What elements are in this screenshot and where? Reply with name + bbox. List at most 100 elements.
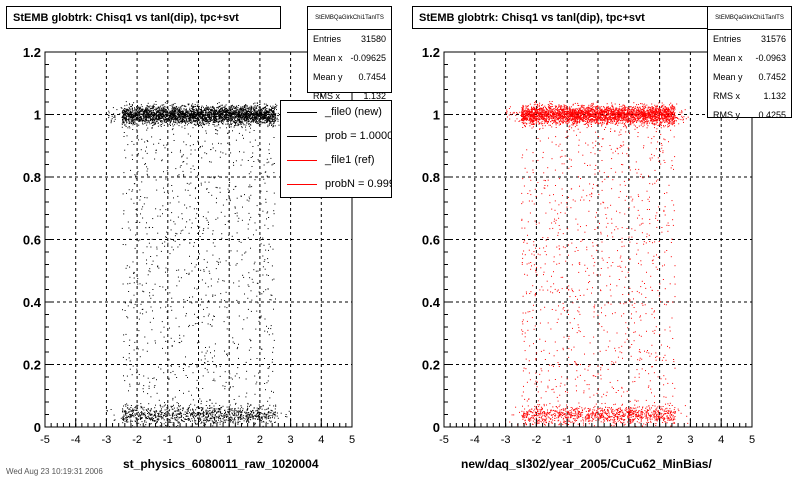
scatter-point: [188, 112, 190, 113]
scatter-point: [253, 117, 255, 119]
scatter-point: [278, 124, 280, 126]
scatter-point: [219, 120, 221, 122]
scatter-point: [270, 294, 272, 296]
scatter-point: [131, 105, 133, 107]
scatter-point: [144, 163, 146, 165]
scatter-point: [179, 108, 181, 110]
scatter-point: [213, 418, 215, 420]
scatter-point: [245, 361, 247, 363]
scatter-point: [192, 103, 194, 105]
scatter-point: [200, 114, 201, 116]
scatter-point: [219, 111, 221, 113]
scatter-point: [145, 122, 147, 124]
scatter-point: [188, 366, 190, 368]
scatter-point: [202, 116, 204, 118]
scatter-point: [150, 119, 151, 121]
scatter-point: [277, 119, 279, 121]
scatter-point: [179, 115, 181, 117]
scatter-point: [216, 107, 218, 109]
scatter-point: [177, 421, 179, 423]
scatter-point: [218, 142, 219, 144]
scatter-point: [175, 115, 177, 117]
scatter-point: [200, 419, 202, 421]
scatter-point: [139, 115, 140, 117]
scatter-point: [224, 410, 226, 411]
scatter-point: [216, 106, 218, 108]
scatter-point: [150, 113, 151, 115]
scatter-point: [220, 299, 222, 301]
scatter-point: [149, 271, 151, 273]
scatter-point: [225, 111, 227, 113]
scatter-point: [152, 118, 154, 120]
scatter-point: [162, 107, 164, 109]
scatter-point: [128, 408, 130, 410]
scatter-point: [205, 110, 207, 112]
scatter-point: [194, 106, 196, 108]
scatter-point: [200, 125, 202, 127]
scatter-point: [123, 136, 125, 137]
scatter-point: [123, 108, 125, 110]
scatter-point: [218, 278, 220, 280]
scatter-point: [189, 113, 191, 115]
scatter-point: [131, 416, 132, 418]
scatter-point: [188, 122, 190, 124]
scatter-point: [205, 418, 207, 420]
scatter-point: [149, 423, 151, 425]
scatter-point: [172, 412, 174, 414]
scatter-point: [168, 118, 170, 120]
scatter-point: [136, 413, 138, 415]
scatter-point: [227, 419, 229, 421]
scatter-point: [153, 418, 155, 419]
scatter-point: [197, 117, 199, 119]
scatter-point: [155, 112, 157, 114]
scatter-point: [196, 118, 198, 120]
scatter-point: [135, 115, 137, 116]
scatter-point: [249, 219, 251, 221]
scatter-point: [137, 106, 139, 108]
scatter-point: [200, 407, 202, 408]
scatter-point: [116, 109, 118, 111]
scatter-point: [259, 115, 261, 117]
scatter-point: [123, 418, 125, 420]
scatter-point: [221, 109, 223, 111]
scatter-point: [250, 194, 252, 196]
scatter-point: [186, 117, 188, 119]
scatter-point: [180, 114, 182, 116]
scatter-point: [168, 377, 170, 379]
scatter-point: [182, 120, 184, 122]
scatter-point: [218, 105, 220, 107]
scatter-point: [205, 410, 207, 412]
scatter-point: [211, 110, 213, 112]
scatter-point: [172, 125, 174, 127]
scatter-point: [156, 418, 158, 420]
scatter-point: [208, 123, 210, 124]
scatter-point: [257, 409, 258, 411]
scatter-point: [227, 115, 229, 116]
scatter-point: [214, 110, 216, 112]
scatter-point: [258, 404, 260, 406]
scatter-point: [231, 115, 233, 117]
scatter-point: [219, 306, 221, 308]
scatter-point: [133, 115, 135, 116]
scatter-point: [238, 285, 240, 287]
scatter-point: [171, 129, 173, 131]
scatter-point: [221, 237, 223, 239]
scatter-point: [192, 363, 193, 365]
scatter-point: [173, 133, 175, 135]
scatter-point: [243, 137, 244, 139]
scatter-point: [180, 111, 181, 113]
scatter-point: [182, 408, 184, 410]
scatter-point: [198, 415, 200, 417]
scatter-point: [233, 410, 235, 412]
scatter-point: [242, 274, 244, 276]
scatter-point: [204, 362, 206, 364]
scatter-point: [247, 405, 249, 407]
scatter-point: [176, 420, 178, 422]
scatter-point: [241, 113, 243, 115]
scatter-point: [190, 403, 192, 405]
scatter-point: [211, 402, 213, 404]
scatter-point: [173, 410, 175, 412]
scatter-point: [224, 421, 226, 423]
scatter-point: [257, 414, 259, 416]
scatter-point: [158, 109, 160, 111]
